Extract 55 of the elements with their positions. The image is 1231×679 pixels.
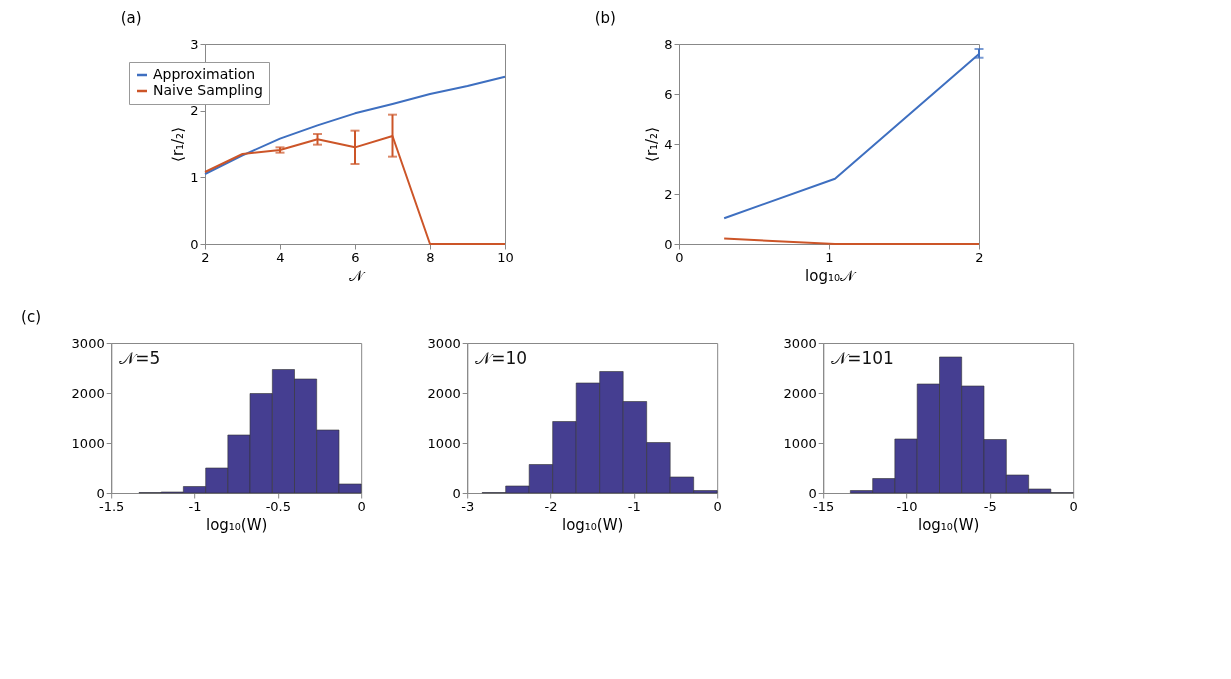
- y-tick-label: 0: [664, 236, 673, 252]
- x-tick-label: -1.5: [98, 498, 125, 514]
- chart-title: (a): [120, 9, 142, 27]
- x-tick-label: 0: [1069, 498, 1078, 514]
- x-tick-label: -5: [983, 498, 997, 514]
- x-tick-label: 2: [975, 249, 984, 265]
- y-tick-label: 2000: [783, 385, 817, 401]
- chart-title: (c): [21, 308, 42, 326]
- y-tick-label: 2000: [71, 385, 105, 401]
- y-tick-label: 3000: [71, 335, 105, 351]
- x-axis-title: log₁₀(W): [917, 515, 980, 534]
- legend-label: Approximation: [153, 66, 256, 82]
- x-tick-label: 1: [825, 249, 834, 265]
- x-tick-label: -15: [813, 498, 835, 514]
- x-tick-label: 6: [351, 249, 360, 265]
- legend-label: Naive Sampling: [153, 82, 263, 98]
- x-tick-label: -1: [188, 498, 202, 514]
- x-tick-label: -1: [627, 498, 641, 514]
- y-tick-label: 3000: [427, 335, 461, 351]
- x-tick-label: -2: [544, 498, 558, 514]
- annotation: 𝒩=10: [475, 348, 528, 368]
- y-tick-label: 1000: [427, 435, 461, 451]
- x-tick-label: -0.5: [265, 498, 292, 514]
- y-tick-label: 1: [190, 169, 199, 185]
- x-tick-label: 0: [713, 498, 722, 514]
- y-tick-label: 2000: [427, 385, 461, 401]
- x-axis-title: 𝒩: [348, 266, 366, 285]
- y-tick-label: 1000: [783, 435, 817, 451]
- x-axis-title: log₁₀(W): [561, 515, 624, 534]
- x-axis-title: log₁₀(W): [205, 515, 268, 534]
- y-tick-label: 0: [808, 485, 817, 501]
- chart-title: (b): [594, 9, 616, 27]
- y-tick-label: 1000: [71, 435, 105, 451]
- y-axis-title: ⟨r₁/₂⟩: [169, 127, 188, 162]
- y-tick-label: 8: [664, 36, 673, 52]
- y-tick-label: 3: [190, 36, 199, 52]
- y-tick-label: 0: [96, 485, 105, 501]
- y-tick-label: 3000: [783, 335, 817, 351]
- x-tick-label: 0: [357, 498, 366, 514]
- x-tick-label: 2: [201, 249, 210, 265]
- y-axis-title: ⟨r₁/₂⟩: [643, 127, 662, 162]
- y-tick-label: 0: [452, 485, 461, 501]
- y-tick-label: 2: [190, 103, 199, 119]
- x-tick-label: 0: [675, 249, 684, 265]
- y-tick-label: 4: [664, 136, 673, 152]
- x-tick-label: -3: [461, 498, 475, 514]
- x-tick-label: 4: [276, 249, 285, 265]
- y-tick-label: 6: [664, 86, 673, 102]
- annotation: 𝒩=5: [119, 348, 161, 368]
- y-tick-label: 0: [190, 236, 199, 252]
- x-axis-title: log₁₀𝒩: [805, 266, 857, 285]
- x-tick-label: 10: [497, 249, 514, 265]
- x-tick-label: -10: [896, 498, 918, 514]
- annotation: 𝒩=101: [831, 348, 894, 368]
- y-tick-label: 2: [664, 186, 673, 202]
